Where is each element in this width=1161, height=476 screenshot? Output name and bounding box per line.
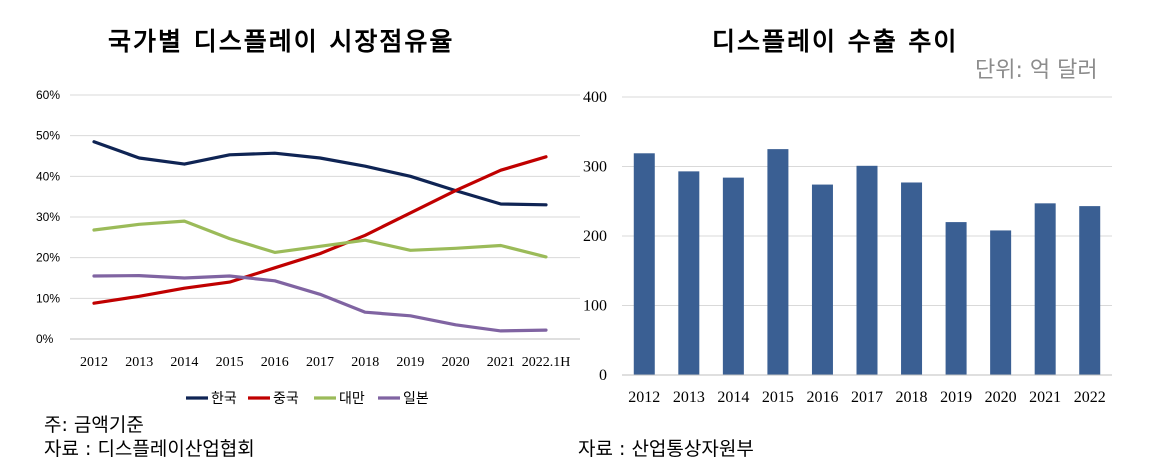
right-x-tick-label: 2016 (806, 389, 838, 406)
right-y-tick-label: 100 (583, 298, 607, 315)
right-x-tick-label: 2015 (762, 389, 794, 406)
export-bar (767, 149, 789, 375)
unit-label: 단위: 억 달러 (975, 58, 1098, 83)
left-x-tick-label: 2018 (351, 355, 379, 370)
left-x-tick-label: 2014 (170, 355, 198, 370)
export-bar (1034, 203, 1056, 375)
right-chart-title: 디스플레이 수출 추이 (712, 27, 959, 56)
export-bar (678, 171, 700, 375)
right-x-tick-label: 2017 (851, 389, 883, 406)
export-bar (901, 182, 923, 375)
left-y-tick-label: 10% (36, 291, 60, 305)
right-x-tick-label: 2014 (717, 389, 749, 406)
right-y-tick-label: 200 (583, 228, 607, 245)
right-x-tick-label: 2018 (896, 389, 928, 406)
right-y-tick-label: 300 (583, 159, 607, 176)
export-bar (990, 230, 1012, 375)
series-line-중국 (92, 155, 548, 305)
export-bar (633, 153, 655, 375)
export-bar (722, 177, 744, 375)
series-line-일본 (92, 274, 548, 333)
legend-label-한국: 한국 (211, 391, 237, 407)
right-x-tick-label: 2022 (1074, 389, 1106, 406)
right-x-tick-label: 2021 (1029, 389, 1061, 406)
left-source: 자료 : 디스플레이산업협회 (44, 438, 255, 460)
left-x-tick-label: 2020 (442, 355, 470, 370)
left-x-tick-label: 2022.1H (522, 355, 571, 370)
left-x-tick-label: 2019 (396, 355, 424, 370)
legend-label-대만: 대만 (339, 391, 365, 407)
left-y-tick-label: 60% (36, 88, 60, 102)
left-x-tick-label: 2021 (487, 355, 515, 370)
series-line-한국 (92, 140, 548, 207)
right-source: 자료 : 산업통상자원부 (578, 438, 754, 460)
left-chart-title: 국가별 디스플레이 시장점유율 (108, 27, 455, 56)
left-y-tick-label: 50% (36, 129, 60, 143)
right-y-tick-label: 0 (599, 367, 607, 384)
left-y-tick-label: 20% (36, 251, 60, 265)
right-x-tick-label: 2012 (628, 389, 660, 406)
series-line-대만 (92, 219, 548, 259)
export-bar (1079, 206, 1101, 375)
left-x-tick-label: 2016 (261, 355, 289, 370)
legend-label-중국: 중국 (273, 391, 299, 407)
left-y-tick-label: 40% (36, 169, 60, 183)
left-x-tick-label: 2015 (216, 355, 244, 370)
right-x-tick-label: 2019 (940, 389, 972, 406)
left-x-tick-label: 2012 (80, 355, 108, 370)
left-note: 주: 금액기준 (44, 414, 144, 436)
right-x-tick-label: 2013 (673, 389, 705, 406)
legend-label-일본: 일본 (403, 391, 429, 407)
left-y-tick-label: 0% (36, 332, 54, 346)
right-x-tick-label: 2020 (985, 389, 1017, 406)
right-y-tick-label: 400 (583, 89, 607, 106)
export-bar (811, 184, 833, 375)
export-bar (856, 165, 878, 375)
export-bar (945, 222, 967, 375)
left-x-tick-label: 2017 (306, 355, 334, 370)
left-x-tick-label: 2013 (125, 355, 153, 370)
left-y-tick-label: 30% (36, 210, 60, 224)
